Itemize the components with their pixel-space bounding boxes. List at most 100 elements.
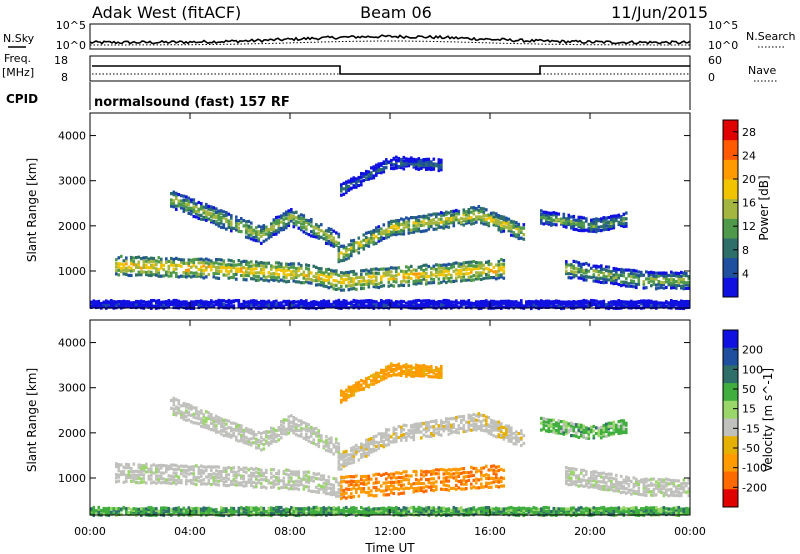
power-cell [212, 215, 216, 219]
power-cell [510, 305, 513, 309]
power-cell [422, 216, 426, 220]
power-cell [362, 247, 366, 251]
power-cell [240, 220, 243, 224]
power-cell [372, 237, 376, 241]
velocity-cell [352, 389, 356, 393]
velocity-cell [472, 466, 476, 470]
power-cell [390, 166, 393, 170]
power-cell [572, 221, 576, 225]
power-cell [425, 159, 428, 163]
velocity-cell [495, 476, 498, 480]
velocity-cell [452, 467, 456, 471]
power-cell [202, 258, 206, 262]
power-cell [292, 300, 296, 304]
velocity-cell [357, 486, 361, 491]
velocity-cell [215, 430, 218, 434]
velocity-cell [432, 472, 436, 476]
power-cell [355, 185, 358, 189]
power-cell [465, 272, 468, 276]
power-cell [245, 235, 248, 239]
power-cell [472, 218, 476, 222]
velocity-cell [320, 487, 323, 491]
velocity-cell [122, 480, 126, 484]
power-cell [257, 230, 261, 234]
velocity-cell [460, 487, 463, 491]
velocity-cell [460, 471, 463, 475]
power-cell [405, 164, 408, 168]
velocity-cell [170, 478, 173, 482]
power-cell [630, 268, 633, 272]
velocity-cell [375, 444, 378, 448]
power-cell [135, 299, 138, 304]
velocity-cell [447, 488, 451, 492]
velocity-cell [212, 428, 216, 432]
power-cell [215, 265, 218, 270]
velocity-cell [307, 423, 311, 427]
power-cell [182, 261, 186, 265]
velocity-cell [462, 487, 466, 491]
power-cell [455, 304, 458, 308]
power-cell [482, 276, 486, 281]
power-cell [517, 233, 521, 237]
velocity-cell [342, 390, 346, 394]
power-cell [627, 284, 631, 288]
power-cell [240, 269, 243, 273]
power-cell [145, 300, 148, 304]
power-cell [477, 215, 481, 219]
power-cell [377, 268, 381, 272]
power-cell [200, 202, 203, 206]
power-cell [622, 212, 626, 216]
power-cell [380, 278, 383, 282]
velocity-cell [212, 472, 216, 476]
power-cell [530, 305, 533, 309]
power-cell [587, 300, 591, 304]
power-cell [377, 170, 381, 175]
power-cell [187, 208, 191, 212]
velocity-cell [407, 474, 411, 478]
velocity-cell [370, 477, 373, 481]
power-cell [162, 263, 166, 267]
velocity-cell [152, 480, 156, 484]
velocity-cell [507, 439, 511, 443]
velocity-cell [517, 431, 521, 436]
power-cell [542, 222, 546, 226]
velocity-cell [502, 437, 506, 441]
power-cell [235, 269, 238, 273]
power-cell [477, 305, 481, 309]
power-cell [570, 222, 573, 226]
velocity-cell [495, 469, 498, 473]
power-cell [165, 300, 168, 304]
power-cell [147, 270, 151, 274]
velocity-cell [125, 479, 128, 484]
power-cell [250, 260, 253, 264]
power-cell [455, 302, 458, 306]
velocity-cell [332, 483, 336, 487]
velocity-cell [375, 477, 378, 481]
velocity-cell [325, 492, 328, 496]
power-cell [612, 217, 616, 221]
power-cell [202, 205, 206, 209]
power-cell [220, 305, 223, 309]
velocity-cell [242, 480, 246, 484]
power-cell [372, 176, 376, 180]
power-cell [115, 300, 118, 304]
power-cell [302, 300, 306, 304]
velocity-cell [452, 472, 456, 476]
velocity-cell [157, 464, 161, 468]
velocity-cell [377, 480, 381, 484]
power-cell [242, 259, 246, 263]
power-cell [205, 305, 208, 309]
power-cell [470, 216, 473, 220]
power-cell [682, 277, 686, 281]
velocity-cell [300, 419, 303, 423]
velocity-cell [427, 470, 431, 474]
power-cell [177, 303, 181, 307]
velocity-cell [130, 476, 133, 480]
power-cell [357, 282, 361, 286]
velocity-cell [185, 409, 188, 413]
velocity-cell [440, 373, 443, 377]
velocity-cell [337, 467, 341, 471]
velocity-cell [515, 434, 518, 438]
power-cell [245, 304, 248, 308]
velocity-cell [497, 435, 501, 439]
